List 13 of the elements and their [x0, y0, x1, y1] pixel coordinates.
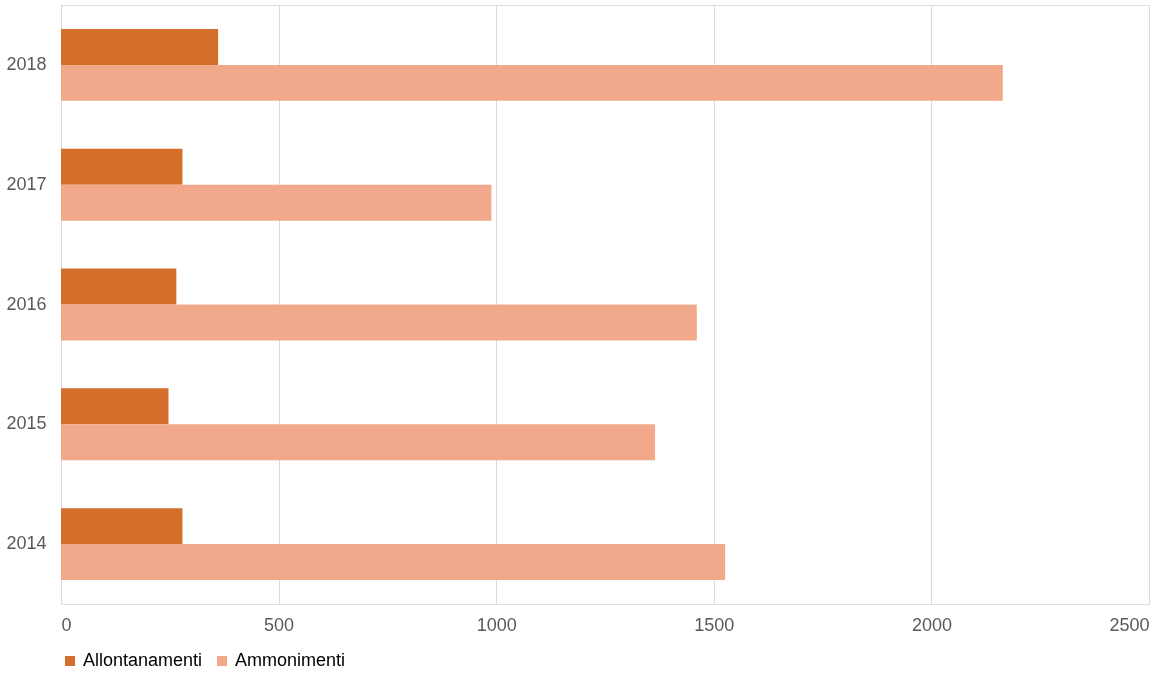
x-tick-label: 500: [264, 614, 295, 635]
legend-label: Ammonimenti: [235, 650, 346, 670]
x-tick-label: 1500: [694, 614, 735, 635]
x-tick-label: 1000: [476, 614, 517, 635]
y-tick-label: 2018: [6, 53, 47, 74]
x-tick-label: 2500: [1109, 614, 1150, 635]
y-tick-label: 2015: [6, 413, 47, 434]
y-tick-label: 2016: [6, 293, 47, 314]
x-tick-label: 0: [61, 614, 72, 635]
y-tick-label: 2017: [6, 173, 47, 194]
legend-label: Allontanamenti: [83, 650, 203, 670]
y-tick-label: 2014: [6, 533, 47, 554]
x-tick-label: 2000: [911, 614, 952, 635]
